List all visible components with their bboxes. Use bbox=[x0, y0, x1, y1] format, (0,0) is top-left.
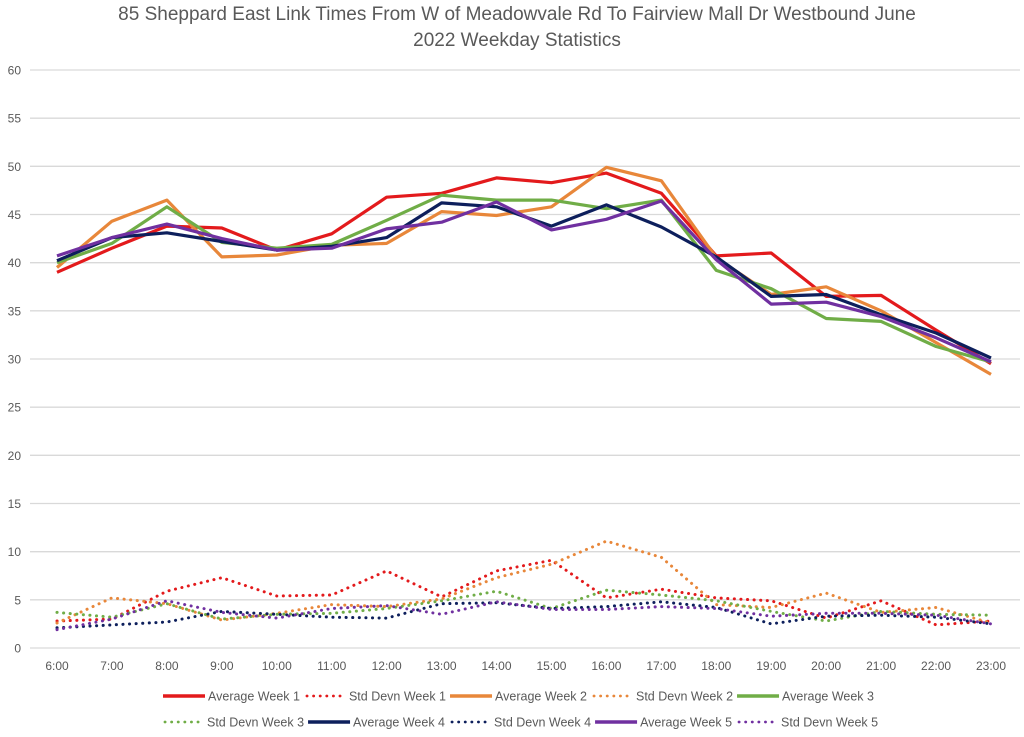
x-axis-ticks: 6:00 7:00 8:00 9:00 10:00 11:00 12:00 13:00 14:0… bbox=[45, 659, 1006, 673]
y-tick-label: 60 bbox=[8, 64, 22, 78]
legend-label: Average Week 4 bbox=[353, 716, 445, 730]
y-tick-label: 35 bbox=[8, 304, 22, 318]
legend-label: Average Week 1 bbox=[208, 690, 300, 704]
y-tick-label: 50 bbox=[8, 160, 22, 174]
x-tick-label: 9:00 bbox=[210, 659, 234, 673]
legend-label: Std Devn Week 5 bbox=[781, 716, 878, 730]
chart-title-line-2: 2022 Weekday Statistics bbox=[413, 30, 621, 51]
x-tick-label: 19:00 bbox=[756, 659, 786, 673]
x-tick-label: 22:00 bbox=[921, 659, 951, 673]
chart-title-line-1: 85 Sheppard East Link Times From W of Me… bbox=[118, 4, 916, 25]
series-line-average-week-1 bbox=[56, 171, 992, 366]
legend-label: Std Devn Week 1 bbox=[349, 690, 446, 704]
x-tick-label: 15:00 bbox=[536, 659, 566, 673]
x-tick-label: 20:00 bbox=[811, 659, 841, 673]
y-tick-label: 30 bbox=[8, 353, 22, 367]
x-tick-label: 18:00 bbox=[701, 659, 731, 673]
x-tick-label: 21:00 bbox=[866, 659, 896, 673]
gridlines bbox=[30, 69, 1020, 649]
x-tick-label: 11:00 bbox=[317, 659, 346, 673]
legend-label: Std Devn Week 3 bbox=[207, 716, 304, 730]
series-line-std-devn-week-3 bbox=[55, 588, 993, 623]
x-tick-label: 12:00 bbox=[372, 659, 402, 673]
legend-label: Average Week 2 bbox=[495, 690, 587, 704]
legend-label: Average Week 5 bbox=[640, 716, 732, 730]
x-tick-label: 17:00 bbox=[646, 659, 676, 673]
x-tick-label: 10:00 bbox=[262, 659, 292, 673]
x-tick-label: 6:00 bbox=[45, 659, 69, 673]
series-line-average-week-5 bbox=[56, 199, 992, 364]
series-line-average-week-2 bbox=[55, 165, 992, 376]
y-tick-label: 10 bbox=[8, 545, 22, 559]
x-tick-label: 7:00 bbox=[100, 659, 124, 673]
y-axis-ticks: 0 5 10 15 20 25 30 35 40 45 50 55 60 bbox=[8, 64, 22, 656]
y-tick-label: 0 bbox=[14, 642, 21, 656]
series-line-std-devn-week-2 bbox=[55, 539, 993, 625]
legend-label: Average Week 3 bbox=[782, 690, 874, 704]
series-lines bbox=[55, 165, 993, 632]
y-tick-label: 25 bbox=[8, 401, 22, 415]
y-tick-label: 5 bbox=[14, 593, 21, 607]
series-line-average-week-3 bbox=[56, 193, 992, 364]
y-tick-label: 40 bbox=[8, 256, 22, 270]
legend-label: Std Devn Week 4 bbox=[494, 716, 591, 730]
y-tick-label: 20 bbox=[8, 449, 22, 463]
x-tick-label: 16:00 bbox=[591, 659, 621, 673]
legend-label: Std Devn Week 2 bbox=[636, 690, 733, 704]
y-tick-label: 55 bbox=[8, 112, 22, 126]
x-tick-label: 14:00 bbox=[482, 659, 512, 673]
y-tick-label: 45 bbox=[8, 208, 22, 222]
x-tick-label: 8:00 bbox=[155, 659, 179, 673]
x-tick-label: 23:00 bbox=[976, 659, 1006, 673]
y-tick-label: 15 bbox=[8, 497, 22, 511]
legend: Average Week 1 Std Devn Week 1 Average Wee… bbox=[163, 690, 878, 730]
series-line-std-devn-week-4 bbox=[55, 600, 993, 630]
series-line-std-devn-week-5 bbox=[55, 599, 993, 632]
x-tick-label: 13:00 bbox=[427, 659, 457, 673]
